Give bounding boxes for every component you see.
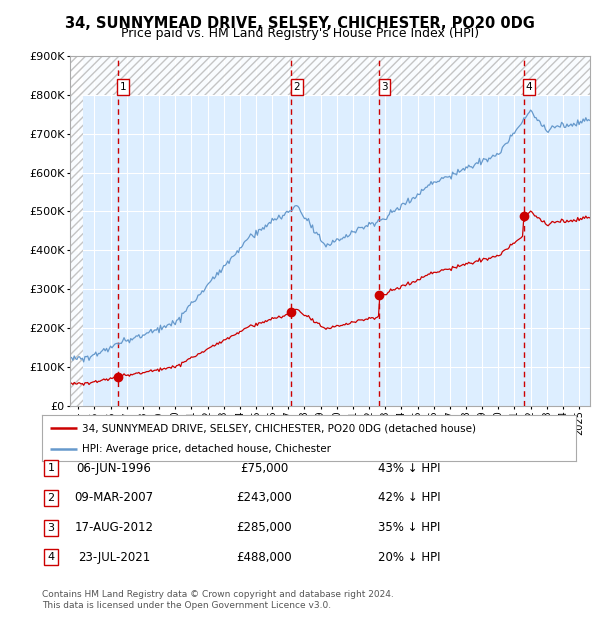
Text: 4: 4 [526,82,532,92]
Text: 1: 1 [47,463,55,473]
Text: £75,000: £75,000 [240,462,288,474]
Text: HPI: Average price, detached house, Chichester: HPI: Average price, detached house, Chic… [82,445,331,454]
Text: 3: 3 [381,82,388,92]
Text: 43% ↓ HPI: 43% ↓ HPI [378,462,440,474]
Text: Price paid vs. HM Land Registry's House Price Index (HPI): Price paid vs. HM Land Registry's House … [121,27,479,40]
Text: 34, SUNNYMEAD DRIVE, SELSEY, CHICHESTER, PO20 0DG (detached house): 34, SUNNYMEAD DRIVE, SELSEY, CHICHESTER,… [82,423,476,433]
Text: £285,000: £285,000 [236,521,292,534]
Text: 17-AUG-2012: 17-AUG-2012 [74,521,154,534]
Text: £243,000: £243,000 [236,492,292,504]
Text: Contains HM Land Registry data © Crown copyright and database right 2024.: Contains HM Land Registry data © Crown c… [42,590,394,600]
Text: 1: 1 [119,82,126,92]
Text: 2: 2 [47,493,55,503]
Bar [70,56,83,406]
Text: 20% ↓ HPI: 20% ↓ HPI [378,551,440,564]
Text: 23-JUL-2021: 23-JUL-2021 [78,551,150,564]
Text: 09-MAR-2007: 09-MAR-2007 [74,492,154,504]
Bar [70,56,590,95]
Text: 4: 4 [47,552,55,562]
Text: 34, SUNNYMEAD DRIVE, SELSEY, CHICHESTER, PO20 0DG: 34, SUNNYMEAD DRIVE, SELSEY, CHICHESTER,… [65,16,535,30]
Text: 3: 3 [47,523,55,533]
Text: 2: 2 [293,82,300,92]
Text: 06-JUN-1996: 06-JUN-1996 [77,462,151,474]
Text: 42% ↓ HPI: 42% ↓ HPI [378,492,440,504]
Text: 35% ↓ HPI: 35% ↓ HPI [378,521,440,534]
Text: This data is licensed under the Open Government Licence v3.0.: This data is licensed under the Open Gov… [42,601,331,611]
Text: £488,000: £488,000 [236,551,292,564]
